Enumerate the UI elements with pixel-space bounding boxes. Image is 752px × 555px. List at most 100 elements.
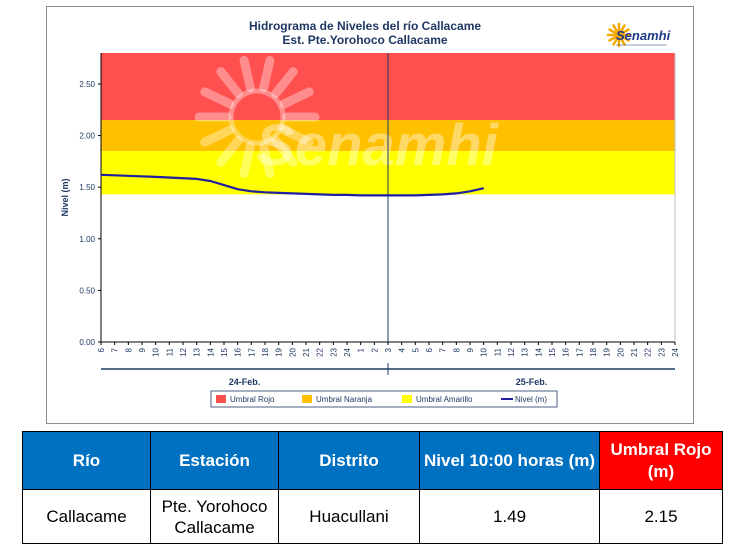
legend-label: Umbral Rojo — [230, 395, 275, 404]
x-tick-label: 2 — [370, 347, 379, 352]
senamhi-logo: Senamhi — [606, 22, 671, 48]
y-tick-label: 0.50 — [79, 286, 95, 295]
x-tick-label: 10 — [152, 347, 161, 356]
y-tick-label: 2.00 — [79, 132, 95, 141]
watermark-ray — [279, 125, 314, 147]
x-tick-label: 10 — [480, 347, 489, 356]
x-tick-label: 9 — [138, 347, 147, 352]
series-lines — [100, 173, 484, 197]
table-header-row: Río Estación Distrito Nivel 10:00 horas … — [22, 431, 723, 490]
chart-title: Hidrograma de Niveles del río Callacame — [249, 19, 481, 33]
level-summary-table: Río Estación Distrito Nivel 10:00 horas … — [22, 431, 723, 544]
watermark-ray — [239, 55, 255, 93]
logo-text: Senamhi — [616, 28, 671, 43]
y-tick-label: 1.50 — [79, 183, 95, 192]
table-row: Callacame Pte. Yorohoco Callacame Huacul… — [22, 489, 723, 544]
x-tick-label: 16 — [562, 347, 571, 356]
x-tick-label: 13 — [193, 347, 202, 356]
watermark-ray — [200, 87, 235, 109]
y-tick-label: 1.00 — [79, 235, 95, 244]
x-tick-label: 15 — [548, 347, 557, 356]
series-line-nivel — [100, 173, 484, 197]
logo-ray — [612, 24, 618, 32]
x-tick-labels: 6 7 8 9 10 11 12 13 14 15 16 17 18 19 20 21 22 23 24 1 2 3 4 5 6… — [97, 342, 680, 357]
x-tick-label: 19 — [275, 347, 284, 356]
x-tick-label: 12 — [179, 347, 188, 356]
logo-ray — [612, 38, 618, 46]
watermark-ray — [216, 135, 243, 167]
x-tick-label: 8 — [452, 347, 461, 352]
header-level: Nivel 10:00 horas (m) — [419, 431, 600, 490]
x-tick-label: 6 — [425, 347, 434, 352]
logo-ray — [622, 28, 630, 34]
x-tick-label: 14 — [206, 347, 215, 356]
x-tick-label: 18 — [261, 347, 270, 356]
x-tick-label: 17 — [575, 347, 584, 356]
legend-box — [210, 390, 558, 408]
x-tick-label: 22 — [644, 347, 653, 356]
x-tick-label: 19 — [603, 347, 612, 356]
x-tick-label: 1 — [357, 347, 366, 352]
x-tick-label: 21 — [630, 347, 639, 356]
x-tick-label: 7 — [439, 347, 448, 352]
watermark-ray — [259, 55, 275, 93]
watermark-ray — [259, 141, 275, 179]
hydrograph-svg: Senamhi 0.000.501.001.502.002.50 6 7 8 9 10 1… — [60, 19, 680, 408]
cell-district: Huacullani — [278, 489, 420, 544]
logo-ray — [608, 36, 616, 42]
x-tick-label: 16 — [234, 347, 243, 356]
cell-river: Callacame — [22, 489, 151, 544]
watermark-ray — [200, 125, 235, 147]
x-tick-label: 15 — [220, 347, 229, 356]
hydrograph-chart: Senamhi 0.00 0.50 1.00 1.50 2.00 2.50 6 7 8 9 10 1… — [46, 6, 694, 424]
x-tick-label: 9 — [466, 347, 475, 352]
x-tick-label: 6 — [97, 347, 106, 352]
watermark-ray — [279, 87, 314, 109]
y-tick-labels: 0.00 0.50 1.00 1.50 2.00 2.50 — [79, 80, 101, 347]
header-red-threshold: Umbral Rojo (m) — [599, 431, 723, 490]
legend-label: Nivel (m) — [515, 395, 547, 404]
x-tick-label: 12 — [507, 347, 516, 356]
x-tick-label: 5 — [411, 347, 420, 352]
senamhi-watermark: Senamhi — [194, 55, 500, 179]
x-tick-label: 23 — [329, 347, 338, 356]
y-tick-label: 0.00 — [79, 338, 95, 347]
legend-swatch — [216, 395, 226, 403]
watermark-ray — [271, 67, 298, 99]
cell-level: 1.49 — [419, 489, 600, 544]
legend-label: Umbral Amarillo — [416, 395, 473, 404]
x-tick-label: 21 — [302, 347, 311, 356]
x-tick-label: 4 — [398, 347, 407, 352]
watermark-ray — [271, 135, 298, 167]
legend-swatch — [402, 395, 412, 403]
chart-legend: Umbral Rojo Umbral Naranja Umbral Amarillo… — [210, 390, 558, 408]
x-tick-label: 13 — [521, 347, 530, 356]
x-tick-label: 14 — [534, 347, 543, 356]
x-tick-label: 24 — [343, 347, 352, 356]
x-tick-label: 24 — [671, 347, 680, 356]
x-tick-label: 17 — [247, 347, 256, 356]
y-axis-label: Nivel (m) — [60, 178, 70, 216]
chart-subtitle: Est. Pte.Yorohoco Callacame — [282, 33, 447, 47]
logo-ray — [620, 38, 626, 46]
x-tick-label: 11 — [165, 347, 174, 356]
x-tick-label: 3 — [384, 347, 393, 352]
day-labels: 24-Feb. 25-Feb. — [101, 363, 675, 387]
x-tick-label: 18 — [589, 347, 598, 356]
logo-ray — [620, 24, 626, 32]
cell-red-threshold: 2.15 — [599, 489, 723, 544]
logo-sun — [614, 30, 624, 40]
watermark-ray — [239, 141, 255, 179]
x-tick-label: 11 — [493, 347, 502, 356]
x-tick-label: 7 — [111, 347, 120, 352]
y-tick-label: 2.50 — [79, 80, 95, 89]
logo-ray — [608, 28, 616, 34]
watermark-sun — [228, 88, 286, 146]
legend-swatch — [302, 395, 312, 403]
watermark-ray — [216, 67, 243, 99]
x-tick-label: 20 — [616, 347, 625, 356]
header-station: Estación — [150, 431, 279, 490]
header-district: Distrito — [278, 431, 420, 490]
x-tick-label: 8 — [124, 347, 133, 352]
x-tick-label: 23 — [657, 347, 666, 356]
